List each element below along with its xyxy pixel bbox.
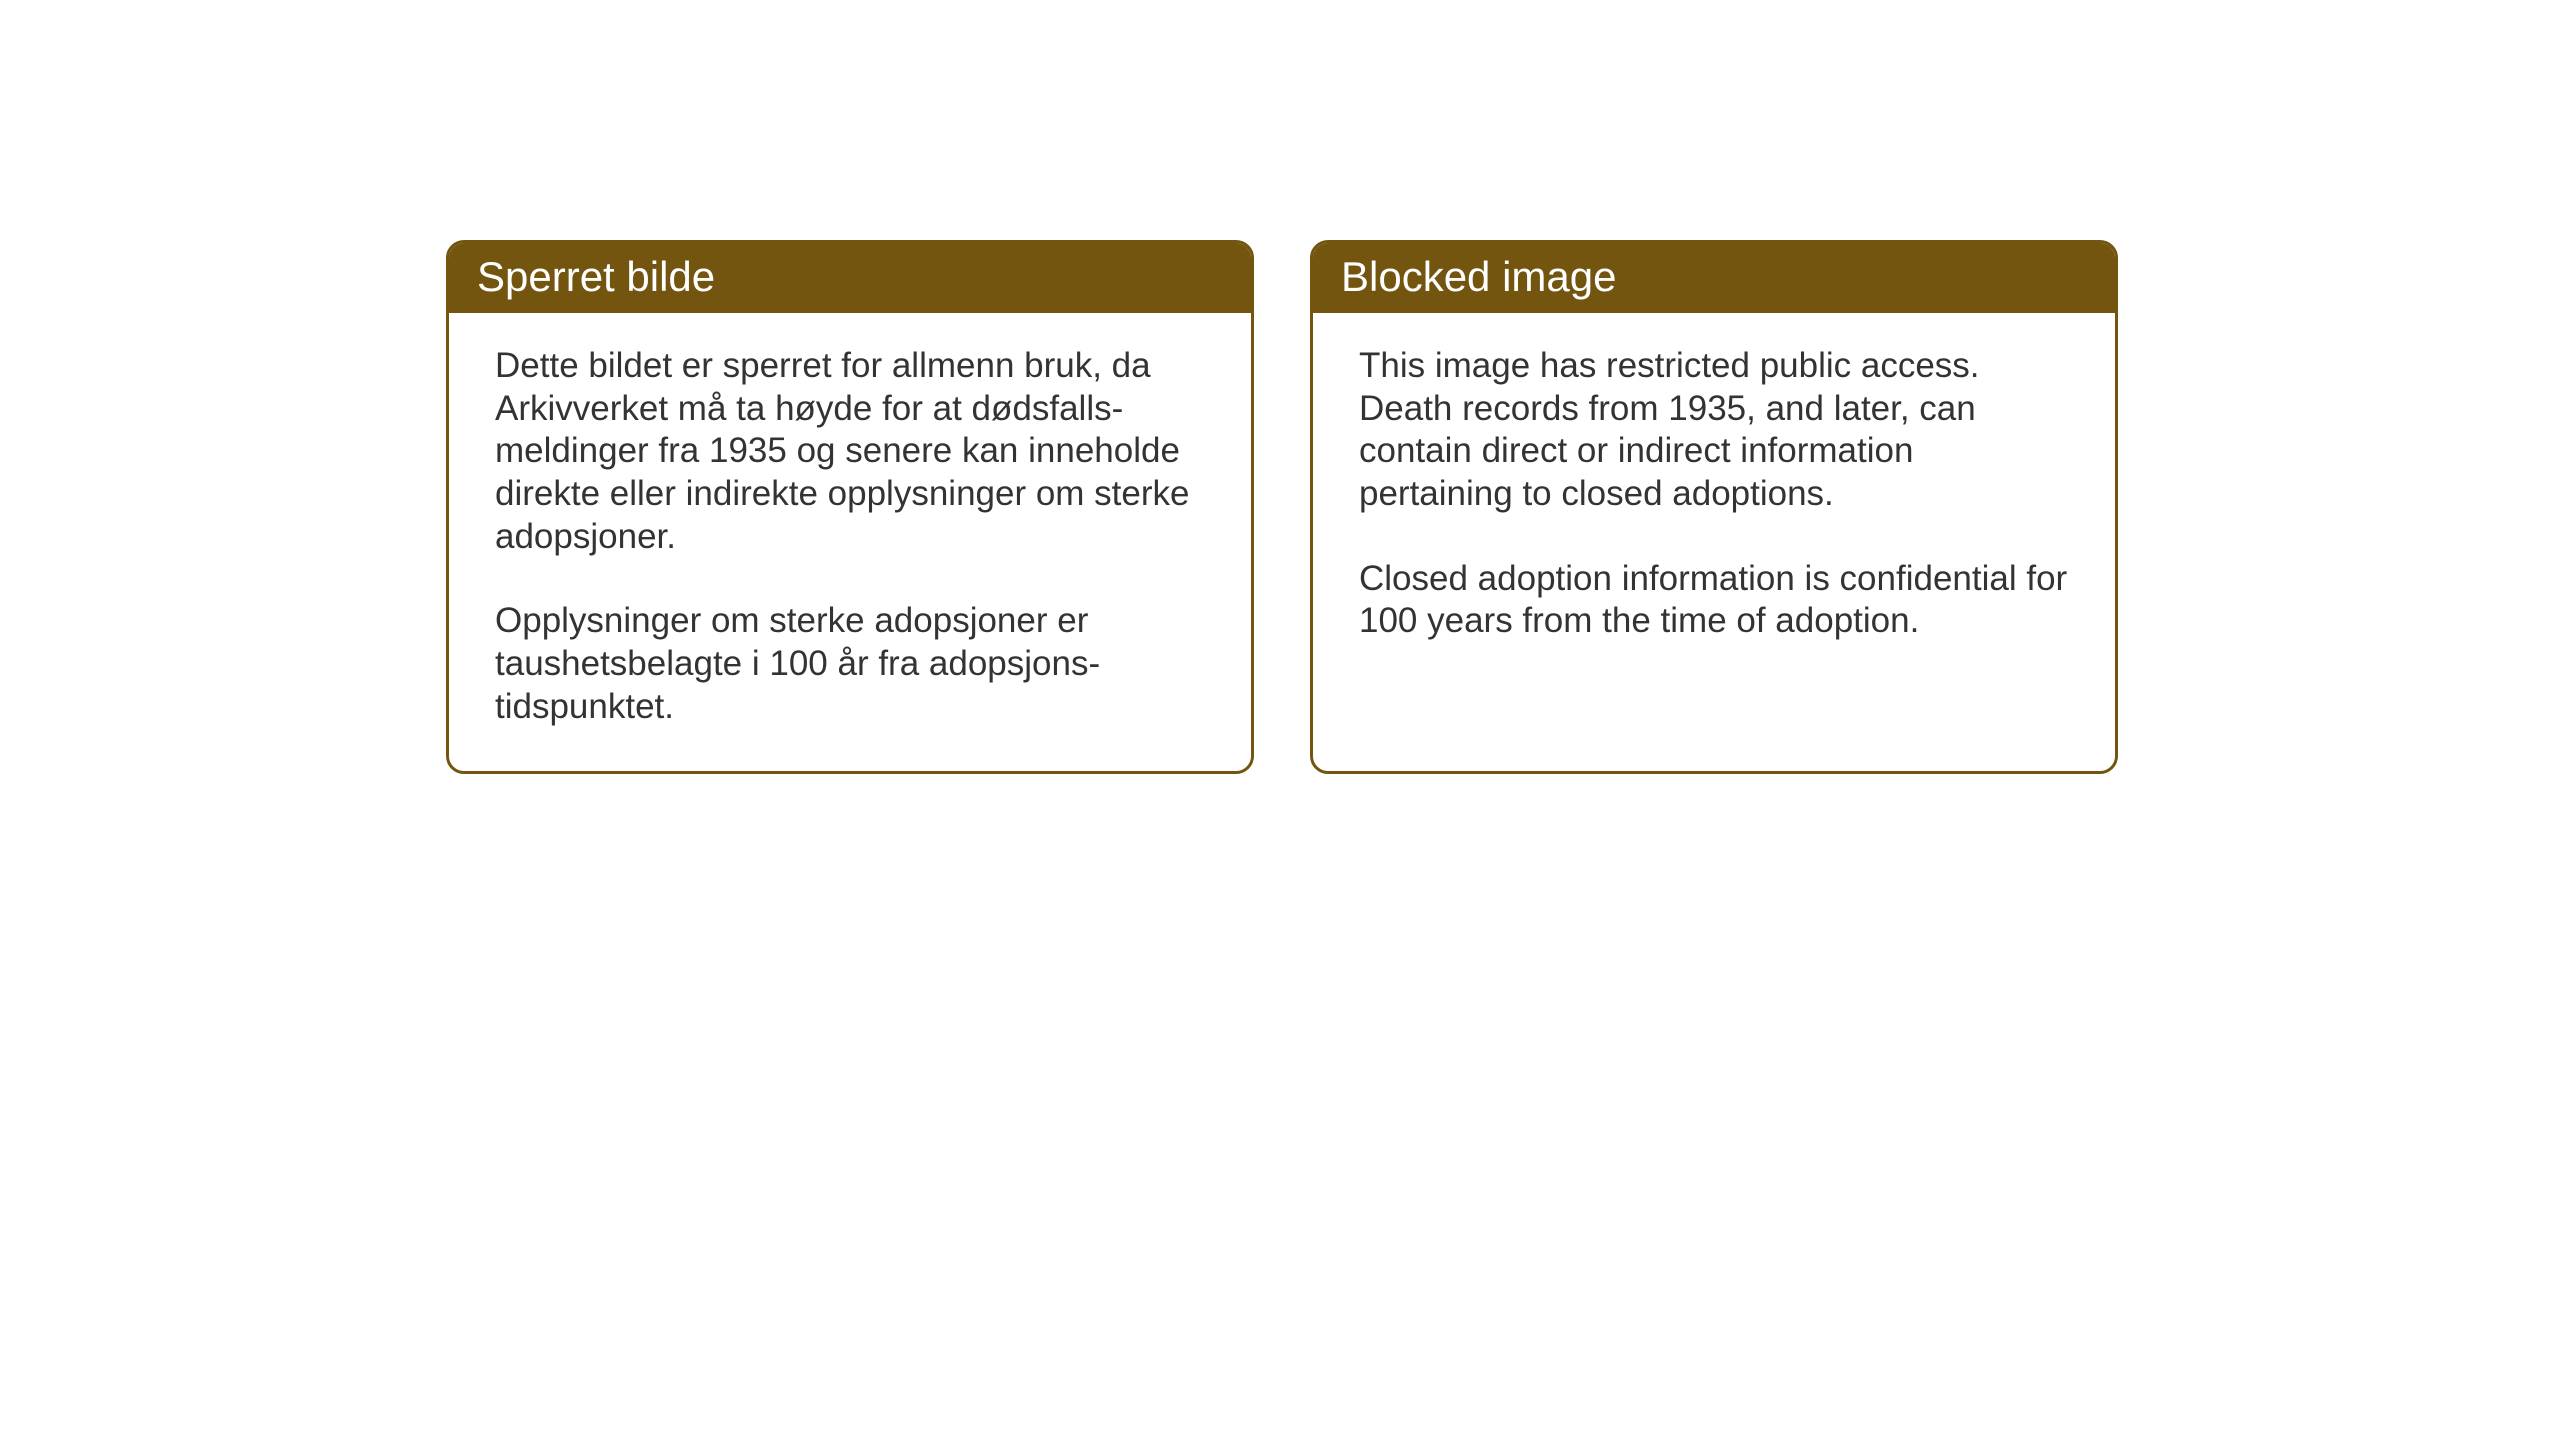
paragraph-english-1: This image has restricted public access.…: [1359, 345, 2073, 516]
notice-card-norwegian: Sperret bilde Dette bildet er sperret fo…: [446, 240, 1254, 774]
paragraph-norwegian-1: Dette bildet er sperret for allmenn bruk…: [495, 345, 1209, 558]
paragraph-english-2: Closed adoption information is confident…: [1359, 558, 2073, 643]
notice-card-english: Blocked image This image has restricted …: [1310, 240, 2118, 774]
card-header-english: Blocked image: [1313, 243, 2115, 313]
card-header-norwegian: Sperret bilde: [449, 243, 1251, 313]
paragraph-norwegian-2: Opplysninger om sterke adopsjoner er tau…: [495, 600, 1209, 728]
card-body-norwegian: Dette bildet er sperret for allmenn bruk…: [449, 313, 1251, 771]
card-body-english: This image has restricted public access.…: [1313, 313, 2115, 685]
notice-container: Sperret bilde Dette bildet er sperret fo…: [446, 240, 2118, 774]
